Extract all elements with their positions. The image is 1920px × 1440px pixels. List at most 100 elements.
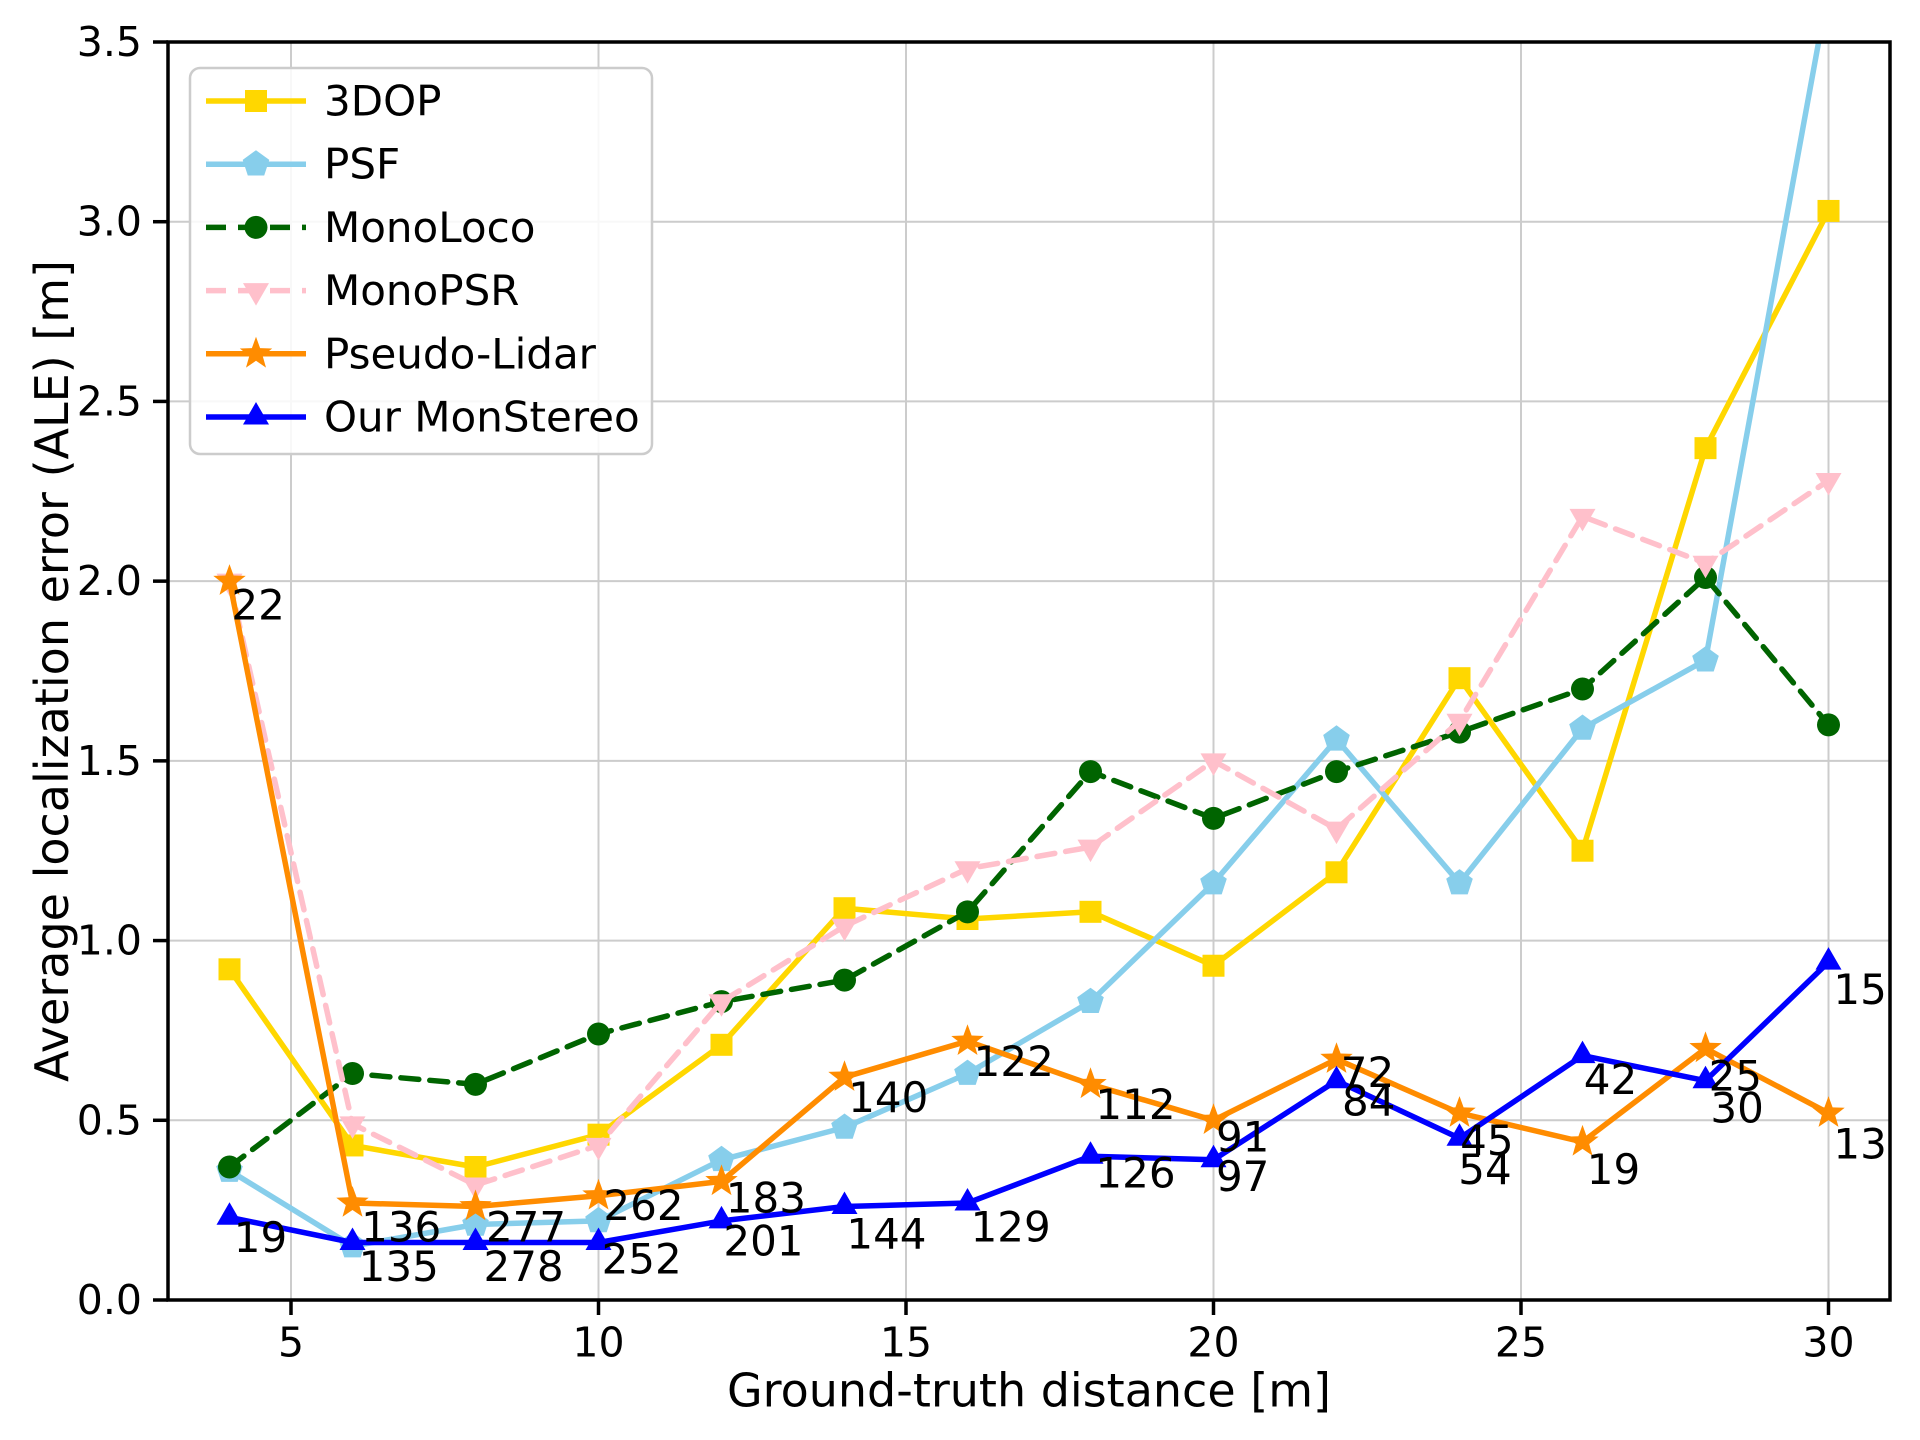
annotation-count: 129 xyxy=(971,1202,1051,1251)
data-point-marker-MonoPSR xyxy=(1077,839,1104,863)
data-point-marker-3DOP xyxy=(218,958,241,981)
data-point-marker-legend-MonoPSR xyxy=(243,283,269,306)
series-layer xyxy=(213,42,1845,1258)
data-point-marker-MonoPSR xyxy=(1815,473,1842,496)
data-point-marker-3DOP xyxy=(341,1134,364,1157)
data-point-marker-3DOP xyxy=(464,1156,487,1179)
data-point-marker-3DOP xyxy=(710,1033,733,1056)
data-point-marker-MonoLoco xyxy=(833,968,856,992)
data-point-marker-Our MonStereo xyxy=(1815,947,1842,970)
data-point-marker-Our MonStereo xyxy=(1200,1144,1227,1168)
annotation-count: 19 xyxy=(234,1213,287,1262)
data-point-marker-PSF xyxy=(1692,646,1719,672)
data-point-marker-PSF xyxy=(585,1206,612,1233)
data-point-marker-PSF xyxy=(954,1059,981,1085)
legend-label: Our MonStereo xyxy=(324,393,640,442)
annotation-count: 91 xyxy=(1216,1112,1269,1161)
annotation-count: 13 xyxy=(1833,1120,1886,1169)
data-point-marker-legend-3DOP xyxy=(245,90,267,112)
annotation-count: 54 xyxy=(1458,1145,1511,1194)
y-tick-label: 0.0 xyxy=(77,1276,142,1324)
data-point-marker-3DOP xyxy=(1448,667,1471,690)
x-tick-label: 25 xyxy=(1495,1318,1547,1366)
x-axis-label: Ground-truth distance [m] xyxy=(727,1363,1331,1417)
legend-item-MonoLoco: MonoLoco xyxy=(206,203,535,252)
data-point-marker-Our MonStereo xyxy=(831,1191,858,1214)
data-point-marker-MonoPSR xyxy=(1323,821,1350,845)
data-point-marker-MonoLoco xyxy=(1202,806,1225,830)
data-point-marker-MonoLoco xyxy=(1325,760,1348,784)
data-point-marker-legend-PSF xyxy=(242,150,270,176)
data-point-marker-PSF xyxy=(831,1113,858,1139)
data-point-marker-Our MonStereo xyxy=(1077,1141,1104,1164)
y-tick-label: 2.5 xyxy=(77,377,142,425)
annotation-count: 144 xyxy=(846,1210,926,1259)
series-line-MonoLoco xyxy=(226,574,1832,1170)
data-point-marker-PSF xyxy=(1323,725,1350,751)
y-tick-label: 1.0 xyxy=(77,917,142,965)
x-tick-label: 30 xyxy=(1802,1318,1854,1366)
annotation-count: 84 xyxy=(1342,1077,1395,1126)
data-point-marker-MonoPSR xyxy=(462,1177,489,1200)
data-point-marker-3DOP xyxy=(1571,839,1594,862)
annotation-count: 278 xyxy=(483,1242,563,1291)
annotation-count: 42 xyxy=(1584,1055,1637,1104)
annotation-count: 112 xyxy=(1095,1080,1175,1129)
data-point-marker-MonoPSR xyxy=(831,918,858,942)
data-point-marker-MonoPSR xyxy=(585,1137,612,1161)
data-point-marker-Pseudo-Lidar xyxy=(828,1060,861,1091)
data-point-marker-MonoPSR xyxy=(1446,713,1473,737)
annotation-count: 22 xyxy=(231,581,284,630)
data-point-marker-Pseudo-Lidar xyxy=(951,1024,984,1055)
x-tick-label: 20 xyxy=(1187,1318,1239,1366)
annotation-count: 136 xyxy=(361,1202,441,1251)
data-point-marker-3DOP xyxy=(1817,199,1840,222)
x-tick-label: 10 xyxy=(572,1318,624,1366)
x-tick-label: 15 xyxy=(880,1318,932,1366)
annotation-count: 126 xyxy=(1095,1148,1175,1197)
data-point-marker-Pseudo-Lidar xyxy=(582,1178,615,1210)
axes-spines xyxy=(166,40,1892,1302)
data-point-marker-Pseudo-Lidar xyxy=(1566,1124,1599,1156)
annotation-count: 97 xyxy=(1216,1152,1269,1201)
legend-label: Pseudo-Lidar xyxy=(324,329,597,378)
legend-label: MonoPSR xyxy=(324,266,519,315)
data-point-marker-legend-Our MonStereo xyxy=(243,402,269,425)
data-point-marker-MonoPSR xyxy=(954,861,981,884)
data-point-marker-Our MonStereo xyxy=(1446,1123,1473,1146)
data-point-marker-Pseudo-Lidar xyxy=(1689,1031,1722,1063)
plot-border xyxy=(166,40,1892,1302)
series-line-MonoPSR xyxy=(226,477,1832,1188)
data-point-marker-Pseudo-Lidar xyxy=(1197,1103,1230,1134)
data-point-marker-Pseudo-Lidar xyxy=(213,564,246,595)
data-point-marker-MonoLoco xyxy=(218,1155,241,1179)
y-tick-label: 0.5 xyxy=(77,1096,142,1144)
annotation-count: 201 xyxy=(723,1217,803,1266)
legend-item-3DOP: 3DOP xyxy=(206,77,441,126)
data-point-marker-PSF xyxy=(708,1145,735,1172)
data-point-marker-Our MonStereo xyxy=(339,1227,366,1250)
legend-item-Pseudo-Lidar: Pseudo-Lidar xyxy=(206,329,597,378)
legend-item-PSF: PSF xyxy=(206,140,400,189)
data-point-marker-3DOP xyxy=(1202,954,1225,977)
legend-label: MonoLoco xyxy=(324,203,535,252)
annotation-count: 25 xyxy=(1709,1051,1762,1100)
data-point-marker-MonoLoco xyxy=(1817,713,1840,737)
data-point-marker-Our MonStereo xyxy=(708,1205,735,1229)
data-point-marker-MonoLoco xyxy=(956,900,979,924)
annotation-count: 183 xyxy=(726,1174,806,1223)
data-point-marker-legend-MonoLoco xyxy=(244,215,268,239)
axis-ticks: 5 10 15 20 25 300.00.51.01.52.02.53.03.5 xyxy=(77,18,1855,1366)
data-point-marker-MonoPSR xyxy=(708,994,735,1017)
data-point-marker-MonoLoco xyxy=(1079,760,1102,784)
data-point-marker-legend-Pseudo-Lidar xyxy=(239,336,273,368)
annotation-count: 135 xyxy=(359,1242,439,1291)
data-point-marker-3DOP xyxy=(833,897,856,920)
legend-item-MonoPSR: MonoPSR xyxy=(206,266,519,315)
annotation-count: 19 xyxy=(1587,1145,1640,1194)
y-axis-label: Average localization error (ALE) [m] xyxy=(25,260,79,1082)
data-point-marker-Our MonStereo xyxy=(585,1227,612,1250)
